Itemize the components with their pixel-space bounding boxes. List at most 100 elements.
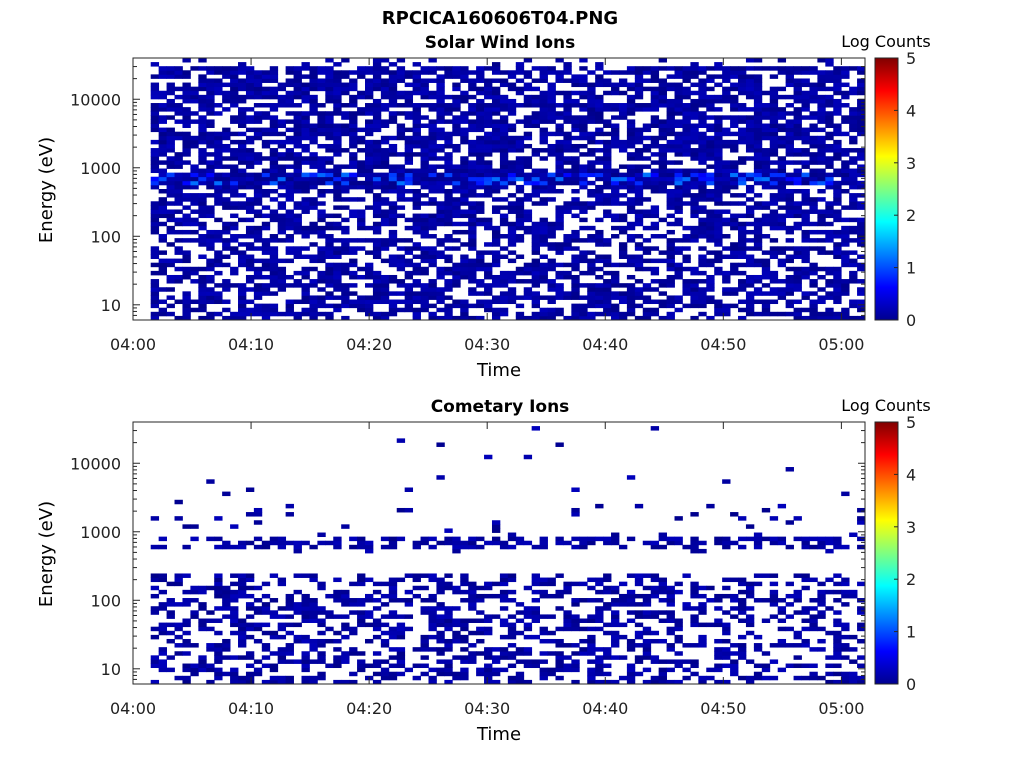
heatmap-cell	[341, 283, 350, 288]
heatmap-cell	[690, 156, 699, 161]
heatmap-cell	[198, 663, 207, 669]
heatmap-cell	[293, 279, 302, 284]
heatmap-cell	[730, 98, 739, 104]
heatmap-cell	[404, 291, 414, 296]
heatmap-cell	[428, 103, 437, 108]
heatmap-cell	[634, 180, 644, 186]
heatmap-cell	[293, 544, 302, 550]
heatmap-cell	[611, 598, 620, 603]
heatmap-cell	[166, 225, 175, 231]
heatmap-cell	[444, 139, 453, 145]
heatmap-cell	[706, 66, 715, 71]
heatmap-cell	[547, 111, 556, 116]
heatmap-cell	[230, 311, 239, 317]
heatmap-cell	[357, 209, 366, 214]
heatmap-cell	[388, 630, 398, 636]
heatmap-cell	[491, 66, 501, 71]
heatmap-cell	[499, 160, 509, 165]
heatmap-cell	[745, 291, 755, 296]
heatmap-cell	[571, 148, 580, 153]
heatmap-cell	[745, 630, 755, 636]
heatmap-cell	[801, 148, 810, 153]
heatmap-cell	[253, 626, 263, 632]
heatmap-cell	[365, 610, 374, 615]
heatmap-cell	[698, 111, 707, 116]
heatmap-cell	[769, 643, 779, 648]
heatmap-cell	[269, 610, 279, 615]
heatmap-cell	[491, 189, 501, 194]
heatmap-cell	[190, 209, 199, 214]
heatmap-cell	[317, 66, 326, 71]
heatmap-cell	[261, 593, 271, 599]
heatmap-cell	[468, 655, 477, 660]
heatmap-cell	[491, 94, 501, 100]
heatmap-cell	[396, 536, 406, 542]
heatmap-cell	[428, 131, 437, 137]
heatmap-cell	[158, 544, 167, 550]
heatmap-cell	[182, 675, 191, 681]
heatmap-cell	[595, 503, 604, 509]
heatmap-cell	[222, 279, 231, 284]
heatmap-cell	[666, 201, 675, 206]
heatmap-cell	[626, 70, 636, 75]
heatmap-cell	[833, 189, 842, 194]
heatmap-cell	[182, 180, 191, 186]
heatmap-cell	[365, 90, 374, 96]
heatmap-cell	[634, 315, 644, 321]
heatmap-cell	[476, 598, 485, 603]
heatmap-cell	[603, 184, 612, 190]
heatmap-cell	[611, 589, 620, 595]
heatmap-cell	[714, 172, 723, 178]
heatmap-cell	[277, 274, 287, 280]
heatmap-cell	[745, 262, 755, 268]
heatmap-cell	[253, 266, 263, 272]
heatmap-cell	[531, 291, 540, 296]
heatmap-cell	[698, 638, 707, 644]
heatmap-cell	[825, 62, 834, 67]
heatmap-cell	[269, 598, 279, 603]
heatmap-cell	[706, 234, 715, 239]
heatmap-cell	[166, 287, 175, 292]
heatmap-cell	[214, 291, 223, 296]
heatmap-cell	[261, 103, 271, 108]
heatmap-cell	[452, 197, 461, 202]
heatmap-cell	[372, 213, 382, 219]
heatmap-cell	[412, 213, 421, 219]
heatmap-cell	[618, 242, 628, 247]
heatmap-cell	[777, 156, 787, 161]
heatmap-cell	[738, 242, 747, 247]
heatmap-cell	[857, 66, 866, 71]
heatmap-cell	[333, 213, 342, 219]
heatmap-cell	[745, 82, 755, 88]
heatmap-cell	[277, 180, 287, 186]
heatmap-cell	[372, 82, 382, 88]
heatmap-cell	[579, 225, 588, 231]
heatmap-cell	[214, 659, 223, 664]
heatmap-cell	[420, 160, 429, 165]
heatmap-cell	[785, 139, 794, 145]
heatmap-cell	[309, 172, 318, 178]
heatmap-cell	[817, 295, 826, 300]
heatmap-cell	[158, 152, 167, 157]
heatmap-cell	[261, 307, 271, 313]
heatmap-cell	[777, 164, 787, 169]
heatmap-cell	[372, 246, 382, 251]
heatmap-cell	[587, 172, 596, 178]
heatmap-cell	[357, 94, 366, 100]
heatmap-cell	[523, 119, 533, 124]
heatmap-cell	[674, 638, 683, 644]
heatmap-cell	[817, 217, 826, 223]
heatmap-cell	[372, 618, 382, 623]
heatmap-cell	[190, 667, 199, 673]
heatmap-cell	[150, 119, 160, 124]
heatmap-cell	[579, 598, 588, 603]
heatmap-cell	[309, 675, 318, 681]
heatmap-cell	[325, 189, 334, 194]
heatmap-cell	[388, 172, 398, 178]
heatmap-cell	[444, 209, 453, 214]
heatmap-cell	[309, 103, 318, 108]
heatmap-cell	[372, 107, 382, 112]
heatmap-cell	[230, 675, 239, 681]
heatmap-cell	[253, 90, 263, 96]
heatmap-cell	[499, 213, 509, 219]
